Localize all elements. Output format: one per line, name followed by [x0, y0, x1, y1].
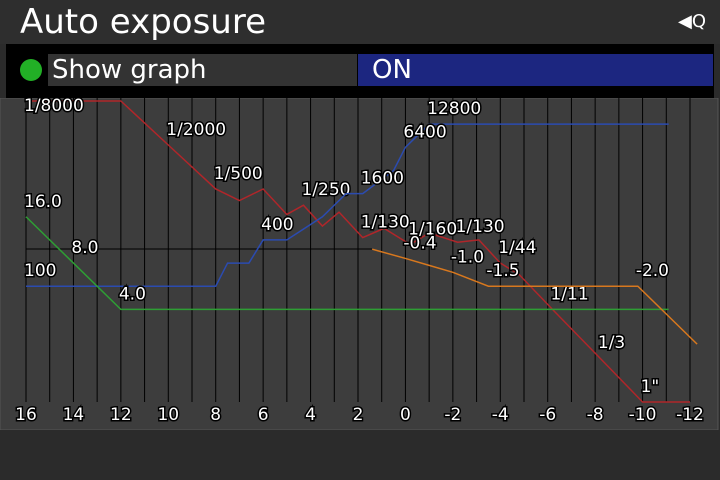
x-tick-label: 10	[157, 405, 179, 425]
status-dot	[20, 59, 42, 81]
x-tick-label: 8	[210, 405, 221, 425]
value-label: 1/130	[456, 217, 505, 237]
value-label: 1600	[361, 169, 404, 189]
series-line	[26, 123, 669, 287]
menu-title: Auto exposure	[20, 2, 266, 42]
x-tick-label: 0	[400, 405, 411, 425]
value-label: 16.0	[24, 192, 62, 212]
back-button[interactable]: ◀Q	[677, 11, 706, 32]
graph-background	[0, 98, 719, 430]
value-label: 1/500	[214, 164, 263, 184]
value-label: 1/2000	[166, 120, 226, 140]
value-label: 1/11	[550, 284, 588, 304]
value-label: 12800	[427, 99, 481, 119]
series-line	[26, 100, 690, 403]
x-tick-label: 14	[63, 405, 85, 425]
value-label: 6400	[403, 122, 446, 142]
value-label: -1.0	[451, 247, 484, 267]
value-label: 1/130	[361, 213, 410, 233]
series-line	[372, 248, 698, 345]
header: Auto exposure ◀Q	[0, 0, 720, 44]
value-label: -1.5	[486, 261, 519, 281]
value-label: 1/8000	[24, 98, 84, 116]
value-label: 8.0	[71, 238, 98, 258]
value-label: 1/44	[498, 238, 536, 258]
value-label: 1/250	[301, 180, 350, 200]
exposure-graph: 16 14 12 10 8 6 4 2 0 -2 -4 -6 -8 -10 -12 1/8000 1/2000 1…	[0, 98, 719, 430]
value-label: -0.4	[403, 233, 436, 253]
value-label: 1"	[641, 377, 660, 397]
grid	[25, 98, 691, 402]
x-tick-label: -6	[539, 405, 556, 425]
x-tick-label: 12	[110, 405, 132, 425]
series-line	[25, 216, 669, 311]
value-label: 1/3	[598, 333, 625, 353]
x-tick-label: 2	[353, 405, 364, 425]
x-tick-label: -4	[492, 405, 509, 425]
back-icon-label: Q	[691, 11, 706, 32]
setting-value[interactable]: ON	[358, 54, 713, 86]
setting-row[interactable]: Show graph ON	[6, 44, 714, 98]
value-label: 1/160	[408, 220, 457, 240]
value-label: 4.0	[119, 284, 146, 304]
x-tick-label: -10	[629, 405, 657, 425]
x-tick-label: 16	[15, 405, 37, 425]
x-tick-label: -2	[444, 405, 461, 425]
x-tick-label: 4	[305, 405, 316, 425]
value-label: -2.0	[636, 261, 669, 281]
setting-label: Show graph	[48, 54, 357, 86]
x-tick-label: -8	[587, 405, 604, 425]
value-label: 100	[24, 261, 56, 281]
x-tick-label: 6	[258, 405, 269, 425]
x-tick-label: -12	[676, 405, 704, 425]
value-label: 400	[261, 215, 293, 235]
